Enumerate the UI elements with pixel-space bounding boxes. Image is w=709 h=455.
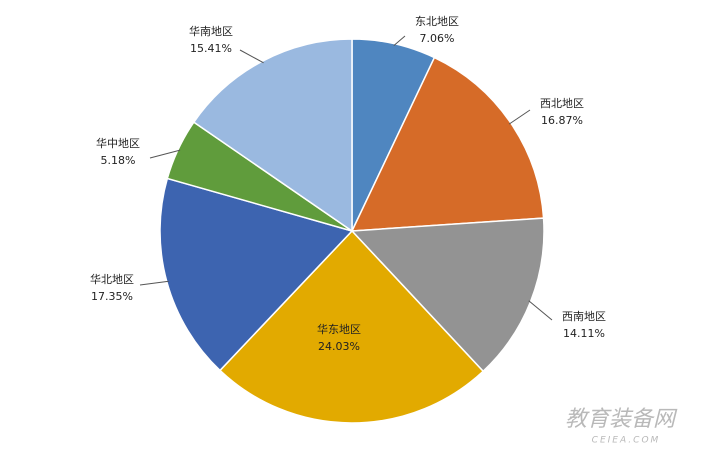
slice-label: 华北地区 xyxy=(90,272,134,286)
slice-label: 西北地区 xyxy=(540,97,584,110)
slice-label: 华南地区 xyxy=(189,24,233,38)
leader-line xyxy=(508,109,531,125)
watermark-url: CEIEA.COM xyxy=(592,436,661,446)
value-label: 7.06% xyxy=(420,32,455,45)
slice-label: 西南地区 xyxy=(562,310,606,323)
value-label: 15.41% xyxy=(190,42,232,55)
slice-label: 东北地区 xyxy=(415,15,459,28)
pie-slice xyxy=(192,38,353,233)
leader-line xyxy=(393,35,406,47)
slice-label: 华东地区 xyxy=(317,322,361,336)
slice-label: 华中地区 xyxy=(96,136,140,150)
watermark-title: 教育装备网 xyxy=(565,407,678,432)
value-label: 17.35% xyxy=(91,290,133,303)
value-label: 14.11% xyxy=(563,327,605,340)
leader-line xyxy=(149,149,181,159)
leader-line xyxy=(528,300,553,321)
value-label: 24.03% xyxy=(318,340,360,353)
pie-slice xyxy=(350,217,545,373)
value-label: 5.18% xyxy=(101,154,136,167)
leader-line xyxy=(239,49,264,64)
leader-line xyxy=(139,280,169,286)
pie-slice xyxy=(218,229,485,424)
value-label: 16.87% xyxy=(541,114,583,127)
